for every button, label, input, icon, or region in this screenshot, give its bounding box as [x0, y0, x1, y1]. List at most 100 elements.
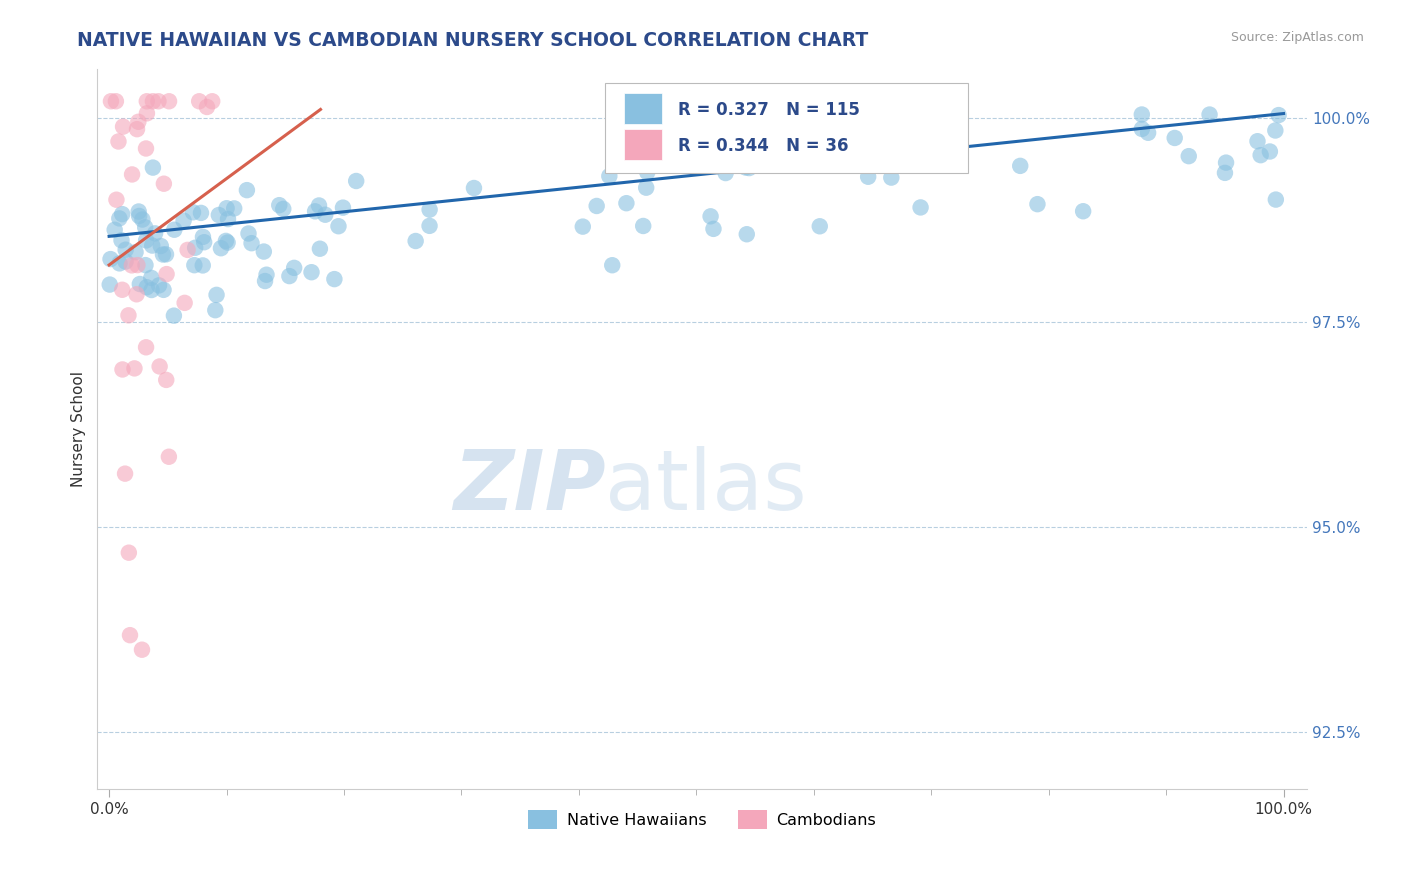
Point	[314, 208, 336, 222]
Point	[125, 287, 148, 301]
Point	[217, 235, 239, 250]
Point	[125, 122, 148, 136]
Point	[236, 183, 259, 197]
Point	[148, 95, 170, 109]
Point	[702, 222, 724, 236]
Point	[631, 219, 654, 233]
Point	[344, 174, 367, 188]
Point	[789, 157, 811, 171]
Point	[152, 283, 174, 297]
Point	[1264, 123, 1286, 137]
Point	[114, 254, 136, 268]
Point	[734, 161, 756, 175]
Point	[181, 205, 204, 219]
Point	[128, 277, 150, 291]
Point	[107, 135, 129, 149]
Point	[134, 220, 156, 235]
Point	[135, 95, 157, 109]
Point	[135, 280, 157, 294]
Point	[328, 219, 350, 234]
Point	[585, 199, 607, 213]
Point	[118, 546, 141, 560]
Point	[191, 230, 214, 244]
Point	[121, 259, 143, 273]
Point	[149, 359, 172, 374]
Point	[699, 210, 721, 224]
Point	[921, 151, 943, 165]
Point	[1250, 148, 1272, 162]
Point	[128, 209, 150, 223]
Point	[893, 129, 915, 144]
Point	[112, 120, 135, 134]
Point	[114, 467, 136, 481]
Point	[738, 161, 761, 175]
FancyBboxPatch shape	[624, 128, 662, 160]
Point	[190, 206, 212, 220]
Point	[191, 259, 214, 273]
Point	[1010, 159, 1032, 173]
Point	[188, 95, 211, 109]
Point	[419, 219, 441, 233]
Point	[135, 141, 157, 155]
Point	[108, 211, 131, 226]
Point	[755, 138, 778, 153]
Point	[332, 201, 354, 215]
Text: ZIP: ZIP	[453, 446, 606, 527]
Point	[163, 223, 186, 237]
Point	[111, 207, 134, 221]
Point	[735, 227, 758, 242]
Point	[134, 258, 156, 272]
Text: NATIVE HAWAIIAN VS CAMBODIAN NURSERY SCHOOL CORRELATION CHART: NATIVE HAWAIIAN VS CAMBODIAN NURSERY SCH…	[77, 31, 869, 50]
Point	[141, 238, 163, 252]
Point	[880, 170, 903, 185]
Point	[600, 258, 623, 272]
Point	[143, 227, 166, 241]
Point	[141, 271, 163, 285]
Point	[1267, 108, 1289, 122]
Point	[131, 212, 153, 227]
Point	[135, 234, 157, 248]
Point	[862, 136, 884, 151]
Point	[894, 151, 917, 165]
Point	[1264, 193, 1286, 207]
Point	[910, 201, 932, 215]
Point	[204, 303, 226, 318]
Point	[148, 278, 170, 293]
Point	[598, 169, 620, 183]
Point	[253, 244, 276, 259]
Point	[1198, 107, 1220, 121]
Point	[215, 234, 238, 248]
Point	[104, 223, 127, 237]
Point	[308, 198, 330, 212]
Text: R = 0.344   N = 36: R = 0.344 N = 36	[678, 137, 848, 155]
Point	[100, 252, 122, 266]
Point	[256, 268, 278, 282]
Point	[780, 158, 803, 172]
Point	[856, 169, 879, 184]
Point	[224, 202, 246, 216]
Point	[948, 110, 970, 124]
Point	[127, 258, 149, 272]
Point	[271, 202, 294, 216]
Point	[208, 208, 231, 222]
Point	[636, 180, 658, 194]
Point	[1215, 155, 1237, 169]
Text: atlas: atlas	[606, 446, 807, 527]
Text: R = 0.327   N = 115: R = 0.327 N = 115	[678, 102, 860, 120]
Point	[176, 243, 198, 257]
Point	[142, 161, 165, 175]
Point	[1130, 122, 1153, 136]
Point	[121, 168, 143, 182]
Point	[155, 373, 177, 387]
Point	[135, 340, 157, 354]
Point	[616, 196, 638, 211]
Point	[636, 165, 658, 179]
Point	[173, 296, 195, 310]
Point	[117, 308, 139, 322]
Point	[1026, 197, 1049, 211]
Point	[111, 283, 134, 297]
Point	[405, 234, 427, 248]
Y-axis label: Nursery School: Nursery School	[72, 371, 86, 487]
Point	[104, 95, 127, 109]
Point	[108, 256, 131, 270]
